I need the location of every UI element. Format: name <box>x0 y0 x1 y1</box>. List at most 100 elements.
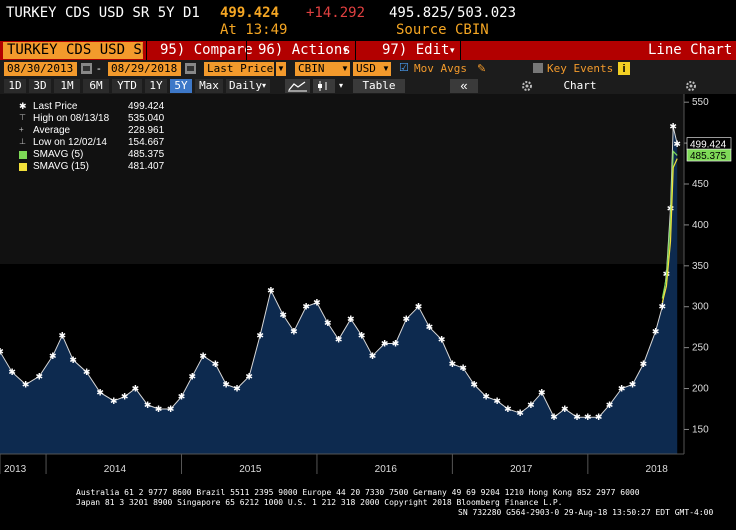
sma5-tag-box <box>686 148 732 162</box>
legend-value: 228.961 <box>128 125 165 136</box>
legend-name: SMAVG (15) <box>33 161 89 172</box>
legend-value: 485.375 <box>128 149 165 160</box>
gear-icon[interactable] <box>516 79 538 93</box>
menu-divider <box>246 41 247 60</box>
chevron-down-icon[interactable]: ▾ <box>262 81 267 90</box>
legend-value: 535.040 <box>128 113 165 124</box>
pencil-icon[interactable]: ✎ <box>477 63 487 75</box>
table-button[interactable]: Table <box>353 79 405 93</box>
range-button-1y[interactable]: 1Y <box>145 79 167 93</box>
y-tick-label: 250 <box>692 343 709 354</box>
data-point: ✱ <box>121 393 129 403</box>
end-date-input[interactable]: 08/29/2018 <box>108 62 181 76</box>
y-tick-label: 200 <box>692 384 709 395</box>
last-price-value: 499.424 <box>220 5 280 21</box>
data-point: ✱ <box>426 323 434 333</box>
data-point: ✱ <box>618 385 626 395</box>
ask-value: 503.023 <box>457 5 517 21</box>
data-point: ✱ <box>403 315 411 325</box>
range-button-5y[interactable]: 5Y <box>170 79 192 93</box>
data-point: ✱ <box>167 405 175 415</box>
chevron-down-icon[interactable]: ▾ <box>450 45 455 55</box>
x-tick-label: 2016 <box>375 464 398 475</box>
crosshair-tool-icon[interactable] <box>313 79 335 93</box>
data-point: ✱ <box>538 389 546 399</box>
chevron-down-icon[interactable]: ▾ <box>343 45 348 55</box>
info-icon[interactable]: i <box>618 62 630 75</box>
compare-menu[interactable]: 95) Compare <box>160 42 253 58</box>
data-point: ✱ <box>59 331 67 341</box>
sma15-swatch <box>19 163 27 171</box>
data-point: ✱ <box>449 360 457 370</box>
chart-settings-bar: 08/30/2013 - 08/29/2018 Last Price ▼ CBI… <box>0 60 736 78</box>
data-point: ✱ <box>144 401 152 411</box>
settings-gear-icon[interactable] <box>684 79 698 93</box>
data-point: ✱ <box>36 372 44 382</box>
edit-menu[interactable]: 97) Edit <box>382 42 450 58</box>
data-point: ✱ <box>504 405 512 415</box>
data-point: ✱ <box>606 401 614 411</box>
currency-select[interactable]: USD <box>353 62 381 76</box>
data-point: ✱ <box>22 381 30 391</box>
function-menu-bar: TURKEY CDS USD SR 95) Compare 96) Action… <box>0 41 736 60</box>
collapse-left-icon[interactable]: « <box>450 79 478 93</box>
field-select[interactable]: Last Price <box>204 62 274 76</box>
data-point: ✱ <box>0 348 4 358</box>
quote-source: Source CBIN <box>396 22 489 38</box>
range-button-3d[interactable]: 3D <box>29 79 51 93</box>
data-point: ✱ <box>438 336 446 346</box>
data-point: ✱ <box>110 397 118 407</box>
sma5-tag-label: 485.375 <box>690 151 727 162</box>
range-button-ytd[interactable]: YTD <box>112 79 142 93</box>
actions-menu[interactable]: 96) Actions <box>258 42 351 58</box>
key-events-checkbox[interactable] <box>533 63 543 73</box>
data-point: ✱ <box>132 385 140 395</box>
data-point: ✱ <box>659 303 667 313</box>
range-bar: 1D 3D 1M 6M YTD 1Y 5Y Max Daily ▾ ▾ Tabl… <box>0 78 736 106</box>
menu-divider <box>146 41 147 60</box>
calendar-icon[interactable] <box>81 63 92 74</box>
quote-header: TURKEY CDS USD SR 5Y D1 499.424 +14.292 … <box>0 0 736 41</box>
data-point: ✱ <box>222 381 230 391</box>
data-point: ✱ <box>256 331 264 341</box>
data-point: ✱ <box>8 368 16 378</box>
chart-content-button[interactable]: Chart Content <box>540 79 620 106</box>
range-button-max[interactable]: Max <box>195 79 223 93</box>
price-chart-area[interactable]: ✱ ✱ ✱ ✱ ✱ ✱ ✱ ✱ ✱ ✱ ✱ ✱ ✱ ✱ ✱ ✱ ✱ ✱ ✱ ✱ ✱ ✱ ✱ ✱ ✱ ✱ ✱ ✱ ✱ ✱ ✱ ✱ ✱ ✱ ✱ ✱ ✱ ✱ ✱ ✱… <box>0 94 736 530</box>
chevron-down-icon[interactable]: ▼ <box>340 62 350 76</box>
star-marker-icon: ✱ <box>19 101 27 111</box>
line-chart-tool-icon[interactable] <box>285 79 310 93</box>
security-field[interactable]: TURKEY CDS USD SR <box>3 42 143 59</box>
period-select[interactable]: Daily <box>226 79 270 93</box>
average-marker-icon: + <box>19 125 24 134</box>
data-point: ✱ <box>640 360 648 370</box>
range-button-1m[interactable]: 1M <box>54 79 80 93</box>
range-button-1d[interactable]: 1D <box>4 79 26 93</box>
start-date-input[interactable]: 08/30/2013 <box>4 62 77 76</box>
source-select[interactable]: CBIN <box>295 62 347 76</box>
copyright-footer: Australia 61 2 9777 8600 Brazil 5511 239… <box>0 488 736 530</box>
data-point: ✱ <box>652 327 660 337</box>
menu-divider <box>460 41 461 60</box>
data-point: ✱ <box>199 352 207 362</box>
mov-avgs-checkbox[interactable]: ☑ <box>399 61 410 74</box>
data-point: ✱ <box>482 393 490 403</box>
last-price-tag-label: 499.424 <box>690 140 727 151</box>
price-chart[interactable]: ✱✱✱✱✱✱✱✱✱ ✱✱✱ ✱ ✱✱✱✱✱✱ ✱✱✱✱✱✱✱ ✱✱✱✱✱✱✱ ✱✱✱✱✱✱ ✱… <box>0 94 736 488</box>
data-point: ✱ <box>96 389 104 399</box>
legend-name: Last Price <box>33 101 78 112</box>
low-marker-icon: ⊥ <box>19 137 26 146</box>
range-button-6m[interactable]: 6M <box>83 79 109 93</box>
last-price-tag: 499.424 <box>686 137 732 151</box>
last-price-area <box>0 126 678 454</box>
chevron-down-icon[interactable]: ▾ <box>339 81 344 90</box>
chevron-down-icon[interactable]: ▼ <box>276 62 286 76</box>
sma5-line <box>661 149 678 299</box>
chart-type-label[interactable]: Line Chart <box>648 42 733 58</box>
quote-time: At 13:49 <box>220 22 288 38</box>
data-point: ✱ <box>302 303 310 313</box>
sma5-tag: 485.375 <box>686 148 732 162</box>
chevron-down-icon[interactable]: ▼ <box>381 62 391 76</box>
data-point: ✱ <box>392 340 400 350</box>
calendar-icon[interactable] <box>185 63 196 74</box>
